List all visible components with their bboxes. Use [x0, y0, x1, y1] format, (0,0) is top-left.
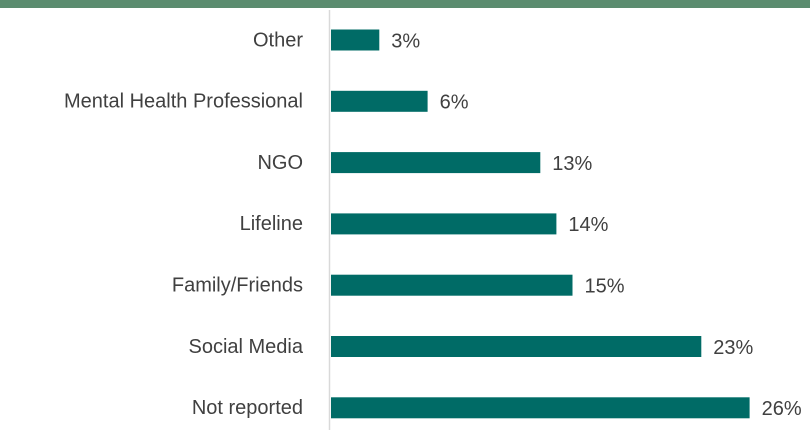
- value-label: 15%: [585, 275, 625, 297]
- category-label: Other: [253, 29, 303, 51]
- bar: [331, 90, 428, 112]
- category-label: NGO: [257, 152, 303, 174]
- category-label: Lifeline: [240, 213, 303, 235]
- value-label: 26%: [762, 398, 802, 420]
- bar: [331, 336, 702, 357]
- value-label: 6%: [440, 92, 469, 114]
- value-label: 3%: [391, 30, 420, 52]
- value-label: 13%: [552, 153, 592, 175]
- category-label: Mental Health Professional: [64, 91, 303, 113]
- header-band: [0, 0, 810, 8]
- bar: [331, 152, 541, 174]
- category-label: Social Media: [188, 336, 303, 358]
- category-label: Not reported: [192, 397, 303, 419]
- value-label: 14%: [568, 214, 608, 236]
- bar: [331, 29, 380, 51]
- bar: [331, 397, 750, 419]
- category-label: Family/Friends: [172, 274, 303, 296]
- value-label: 23%: [713, 337, 753, 359]
- bar: [331, 213, 557, 235]
- bar: [331, 274, 573, 296]
